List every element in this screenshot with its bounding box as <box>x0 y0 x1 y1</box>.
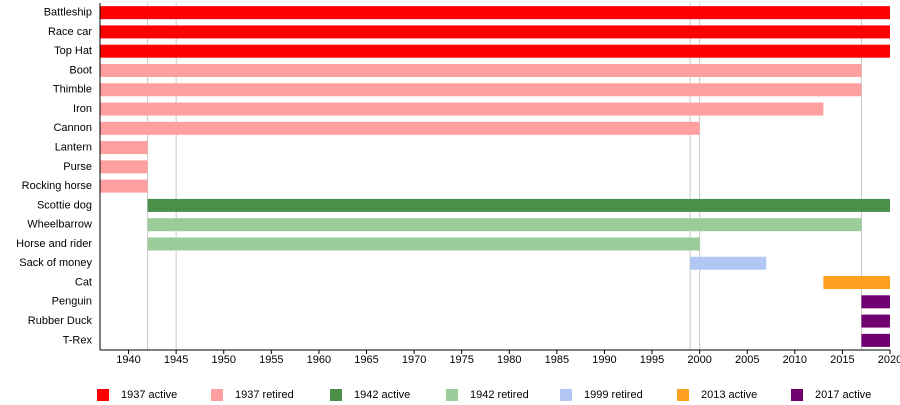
bar <box>147 237 700 251</box>
x-tick-label: 1990 <box>592 354 616 366</box>
bar <box>100 63 862 77</box>
row-label: Scottie dog <box>37 199 92 211</box>
bar <box>100 179 148 193</box>
row-label: Battleship <box>44 7 92 19</box>
row-label: Penguin <box>52 296 92 308</box>
x-tick-label: 1970 <box>402 354 426 366</box>
x-tick-label: 2020 <box>878 354 900 366</box>
row-label: Cannon <box>53 122 92 134</box>
legend-swatch <box>446 389 458 401</box>
row-label: Top Hat <box>54 45 92 57</box>
bar <box>861 333 890 347</box>
bar <box>100 102 824 116</box>
legend-swatch <box>791 389 803 401</box>
row-label: Sack of money <box>19 257 92 269</box>
bar <box>147 198 891 212</box>
x-tick-label: 1980 <box>497 354 521 366</box>
legend-label: 1937 retired <box>235 389 294 401</box>
legend-label: 1999 retired <box>584 389 643 401</box>
bar <box>861 295 890 309</box>
x-tick-label: 1995 <box>640 354 664 366</box>
row-label: Purse <box>63 161 92 173</box>
bar <box>100 160 148 174</box>
row-label: Wheelbarrow <box>27 219 92 231</box>
legend-label: 2013 active <box>701 389 757 401</box>
row-label: Boot <box>69 64 92 76</box>
legend-label: 1937 active <box>121 389 177 401</box>
bar <box>100 6 890 20</box>
legend-swatch <box>211 389 223 401</box>
legend-label: 1942 active <box>354 389 410 401</box>
bar <box>100 44 890 58</box>
legend-swatch <box>677 389 689 401</box>
row-label: Iron <box>73 103 92 115</box>
x-tick-label: 1960 <box>307 354 331 366</box>
bar <box>100 25 890 39</box>
x-tick-label: 2005 <box>735 354 759 366</box>
bar <box>100 83 862 97</box>
row-label: Race car <box>48 26 92 38</box>
x-tick-label: 1950 <box>211 354 235 366</box>
row-label: Lantern <box>55 141 92 153</box>
x-tick-label: 1975 <box>449 354 473 366</box>
legend-swatch <box>560 389 572 401</box>
legend-label: 1942 retired <box>470 389 529 401</box>
x-tick-label: 1965 <box>354 354 378 366</box>
legend-swatch <box>97 389 109 401</box>
x-tick-label: 1985 <box>545 354 569 366</box>
x-tick-label: 1955 <box>259 354 283 366</box>
legend-swatch <box>330 389 342 401</box>
bar <box>100 121 700 135</box>
bar <box>100 141 148 155</box>
bar <box>690 256 767 270</box>
x-tick-label: 1945 <box>164 354 188 366</box>
x-tick-label: 2010 <box>783 354 807 366</box>
x-tick-label: 1940 <box>116 354 140 366</box>
bar <box>861 314 890 328</box>
x-tick-label: 2015 <box>830 354 854 366</box>
x-tick-label: 2000 <box>687 354 711 366</box>
bar <box>823 276 890 290</box>
row-label: Cat <box>75 276 92 288</box>
row-label: Horse and rider <box>16 238 92 250</box>
row-label: Rubber Duck <box>28 315 93 327</box>
bar <box>147 218 862 232</box>
row-label: Rocking horse <box>22 180 92 192</box>
legend-label: 2017 active <box>815 389 871 401</box>
row-label: T-Rex <box>63 334 93 346</box>
row-label: Thimble <box>53 84 92 96</box>
